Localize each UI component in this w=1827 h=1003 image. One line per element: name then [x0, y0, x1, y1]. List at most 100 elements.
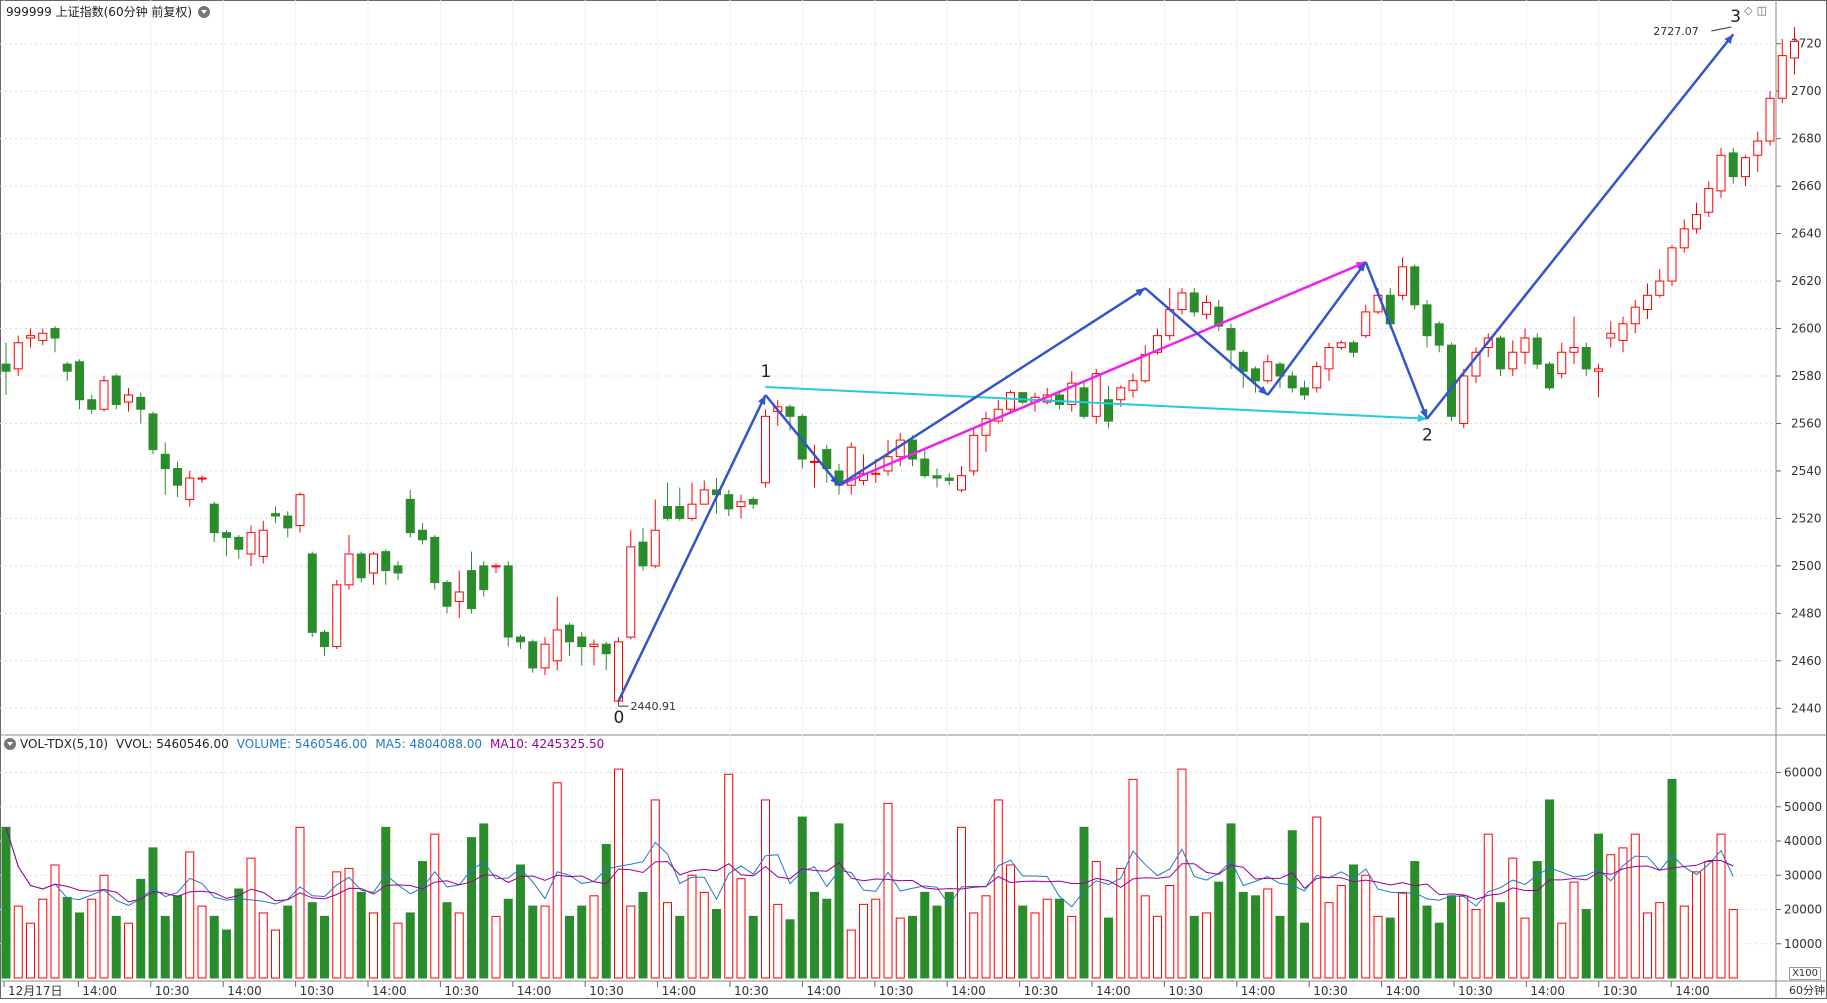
volume-bar	[1483, 833, 1493, 979]
candle-body	[1569, 347, 1579, 353]
price-tick-label: 2600	[1791, 322, 1822, 336]
candle-body	[197, 477, 207, 480]
price-tick-label: 2700	[1791, 84, 1822, 98]
candle-body	[320, 631, 329, 648]
x-tick-label: 14:00	[1241, 984, 1276, 998]
candle-body	[62, 363, 72, 372]
candle-body	[1753, 140, 1763, 156]
volume-bar	[418, 861, 427, 979]
volume-bar	[1226, 823, 1236, 979]
candle-body	[1496, 337, 1505, 370]
volume-bar	[50, 864, 60, 979]
volume-bar	[822, 898, 832, 979]
price-tick-label: 2520	[1791, 511, 1822, 525]
chevron-down-icon[interactable]	[198, 5, 211, 18]
price-tick-label: 2440	[1791, 701, 1822, 715]
volume-bar	[981, 895, 991, 979]
candle-body	[50, 328, 60, 339]
volume-bar	[1692, 871, 1701, 979]
volume-bar	[1, 826, 11, 979]
chevron-down-icon[interactable]	[4, 738, 16, 750]
x-tick-label: 10:30	[589, 984, 624, 998]
window-icon[interactable]: ◫	[1756, 4, 1767, 17]
x-tick-label: 10:30	[155, 984, 190, 998]
volume-bar	[687, 874, 697, 979]
candle-body	[932, 475, 942, 479]
volume-indicator-name: VOL-TDX(5,10)	[20, 737, 109, 751]
corner-icons: ◇ ◫	[1744, 4, 1767, 17]
volume-bar	[1153, 915, 1162, 979]
x-tick-label: 14:00	[372, 984, 407, 998]
volume-bar	[1324, 902, 1334, 979]
volume-bar	[1091, 861, 1101, 979]
candle-body	[1361, 311, 1371, 337]
volume-bar	[405, 912, 415, 979]
candle-body	[1459, 375, 1469, 424]
candle-body	[1067, 382, 1077, 405]
x-tick-label: 14:00	[662, 984, 697, 998]
candle-body	[1643, 294, 1652, 311]
wave-line-head	[1724, 34, 1734, 44]
volume-bar	[111, 915, 121, 979]
candle-body	[1545, 363, 1554, 389]
wave-line-head	[830, 475, 839, 486]
candle-body	[516, 636, 525, 643]
volume-bar	[1300, 922, 1309, 979]
volume-bar	[503, 898, 513, 979]
volume-bar	[1361, 874, 1371, 979]
wave-line-head	[1135, 288, 1146, 297]
wave-label: 2	[1422, 426, 1433, 446]
volume-bar	[1238, 891, 1248, 979]
volume-bar	[577, 905, 587, 979]
ma10-line	[5, 827, 1734, 903]
volume-bar	[1373, 915, 1383, 979]
volume-bar	[1532, 861, 1542, 979]
volume-bar	[1202, 912, 1211, 979]
candle-body	[846, 446, 856, 486]
period-label[interactable]: 60分钟	[1789, 984, 1825, 997]
volume-bar	[1643, 912, 1652, 979]
volume-bar	[1263, 888, 1273, 979]
candle-body	[111, 375, 121, 405]
candle-body	[1006, 392, 1015, 410]
candle-body	[1618, 323, 1628, 341]
x-tick-label: 10:30	[734, 984, 769, 998]
diamond-icon[interactable]: ◇	[1744, 4, 1753, 17]
wave-line	[1364, 261, 1429, 420]
volume-bar	[871, 898, 881, 979]
price-tick-label: 2540	[1791, 464, 1822, 478]
volume-bar	[1116, 867, 1126, 979]
candle-body	[173, 468, 182, 486]
volume-bar	[332, 871, 342, 979]
candle-body	[552, 629, 562, 662]
volume-bar	[1459, 895, 1469, 979]
candle-body	[957, 475, 966, 491]
candle-body	[185, 477, 195, 500]
volume-bar	[712, 909, 721, 979]
volume-bar	[920, 891, 930, 979]
candle-body	[1790, 40, 1799, 59]
candle-body	[1153, 335, 1162, 353]
wave-line-head	[758, 394, 766, 405]
x-tick-label: 10:30	[1313, 984, 1348, 998]
volume-bar	[1655, 902, 1665, 979]
candle-body	[1606, 332, 1616, 339]
volume-bar	[1630, 833, 1640, 979]
volume-bar	[834, 823, 844, 979]
wave-label: 3	[1730, 7, 1741, 27]
candle-body	[1300, 387, 1309, 396]
volume-bar	[528, 905, 538, 979]
volume-bar	[1079, 826, 1089, 979]
x-tick-label: 10:30	[1168, 984, 1203, 998]
volume-bar	[1618, 847, 1628, 979]
x-tick-label: 10:30	[879, 984, 914, 998]
candle-body	[148, 413, 158, 451]
volume-bar	[1104, 917, 1113, 979]
volume-bar	[552, 782, 562, 979]
candle-body	[1018, 392, 1028, 403]
volume-bar	[430, 833, 440, 979]
volume-bar	[908, 915, 917, 979]
volume-bar	[1410, 861, 1420, 979]
candle-body	[1336, 342, 1346, 349]
